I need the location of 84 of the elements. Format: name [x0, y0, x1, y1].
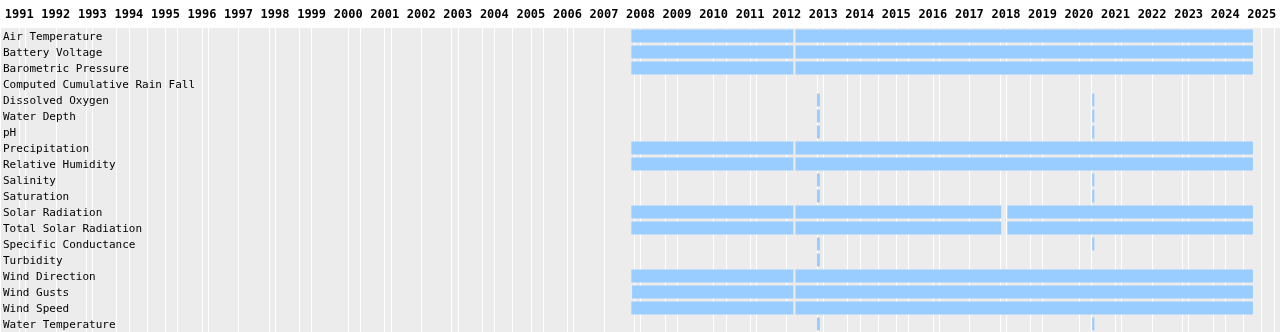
bar	[631, 205, 794, 219]
bar	[817, 93, 820, 107]
bar	[631, 269, 794, 283]
bar	[631, 61, 794, 75]
bar	[795, 45, 1253, 59]
x-tick-label: 2001	[370, 7, 400, 21]
x-tick-label: 1997	[224, 7, 253, 21]
x-tick-label: 1993	[77, 7, 107, 21]
x-tick-label: 1995	[150, 7, 180, 21]
y-tick-label: pH	[3, 125, 17, 139]
x-tick-label: 2022	[1137, 7, 1167, 21]
y-tick-label: Computed Cumulative Rain Fall	[3, 77, 196, 91]
x-tick-label: 2021	[1101, 7, 1131, 21]
x-tick-label: 2006	[552, 7, 582, 21]
y-tick-label: Wind Direction	[3, 269, 96, 283]
x-tick-label: 2017	[954, 7, 984, 21]
bar	[795, 221, 1002, 235]
x-tick-label: 2008	[626, 7, 655, 21]
y-tick-label: Barometric Pressure	[3, 61, 129, 75]
bar	[631, 45, 794, 59]
bar	[1007, 221, 1253, 235]
bar	[631, 157, 794, 171]
bar	[817, 253, 820, 267]
y-tick-label: Saturation	[3, 189, 70, 203]
x-tick-label: 1996	[187, 7, 217, 21]
x-tick-label: 1999	[297, 7, 327, 21]
x-tick-label: 2009	[662, 7, 692, 21]
y-tick-label: Relative Humidity	[3, 157, 116, 171]
x-tick-label: 2023	[1174, 7, 1204, 21]
x-tick-label: 2003	[443, 7, 473, 21]
y-tick-label: Water Depth	[3, 109, 76, 123]
y-tick-label: Air Temperature	[3, 29, 103, 43]
x-tick-label: 2005	[516, 7, 546, 21]
bar	[631, 221, 794, 235]
bar	[795, 141, 1253, 155]
y-tick-label: Wind Gusts	[3, 285, 70, 299]
y-tick-label: Battery Voltage	[3, 45, 103, 59]
x-tick-label: 2014	[845, 7, 875, 21]
x-tick-label: 2025	[1247, 7, 1277, 21]
bar	[817, 125, 820, 139]
bar	[631, 141, 794, 155]
x-tick-label: 1998	[260, 7, 290, 21]
bar	[817, 189, 820, 203]
x-tick-label: 2013	[808, 7, 838, 21]
x-tick-label: 2024	[1210, 7, 1240, 21]
x-tick-label: 2016	[918, 7, 948, 21]
x-tick-label: 1991	[4, 7, 34, 21]
y-tick-label: Wind Speed	[3, 301, 70, 315]
x-tick-label: 1994	[114, 7, 144, 21]
y-tick-label: Water Temperature	[3, 317, 116, 331]
x-tick-label: 2018	[991, 7, 1021, 21]
bar	[795, 157, 1253, 171]
x-tick-label: 2012	[772, 7, 802, 21]
bar	[1007, 205, 1253, 219]
x-tick-label: 2002	[406, 7, 436, 21]
x-tick-label: 2020	[1064, 7, 1094, 21]
y-tick-label: Salinity	[3, 173, 57, 187]
y-tick-label: Solar Radiation	[3, 205, 103, 219]
bar	[631, 301, 794, 315]
x-tick-label: 2019	[1028, 7, 1057, 21]
bar	[817, 317, 820, 331]
bar	[795, 285, 1253, 299]
x-tick-label: 2015	[881, 7, 911, 21]
bar	[817, 109, 820, 123]
y-tick-label: Specific Conductance	[3, 237, 136, 251]
x-tick-label: 2007	[589, 7, 619, 21]
x-tick-label: 2004	[479, 7, 509, 21]
x-tick-label: 2010	[699, 7, 729, 21]
x-tick-label: 2011	[735, 7, 765, 21]
y-tick-label: Dissolved Oxygen	[3, 93, 109, 107]
bar	[632, 285, 794, 299]
bar	[795, 29, 1253, 43]
bar	[795, 301, 1253, 315]
y-tick-label: Turbidity	[3, 253, 63, 267]
x-tick-label: 2000	[333, 7, 363, 21]
bar	[817, 173, 820, 187]
y-tick-label: Precipitation	[3, 141, 90, 155]
bar	[795, 61, 1253, 75]
y-tick-label: Total Solar Radiation	[3, 221, 143, 235]
bar	[795, 205, 1002, 219]
bar	[817, 237, 820, 251]
bar	[795, 269, 1253, 283]
x-tick-label: 1992	[41, 7, 71, 21]
bar	[631, 29, 794, 43]
